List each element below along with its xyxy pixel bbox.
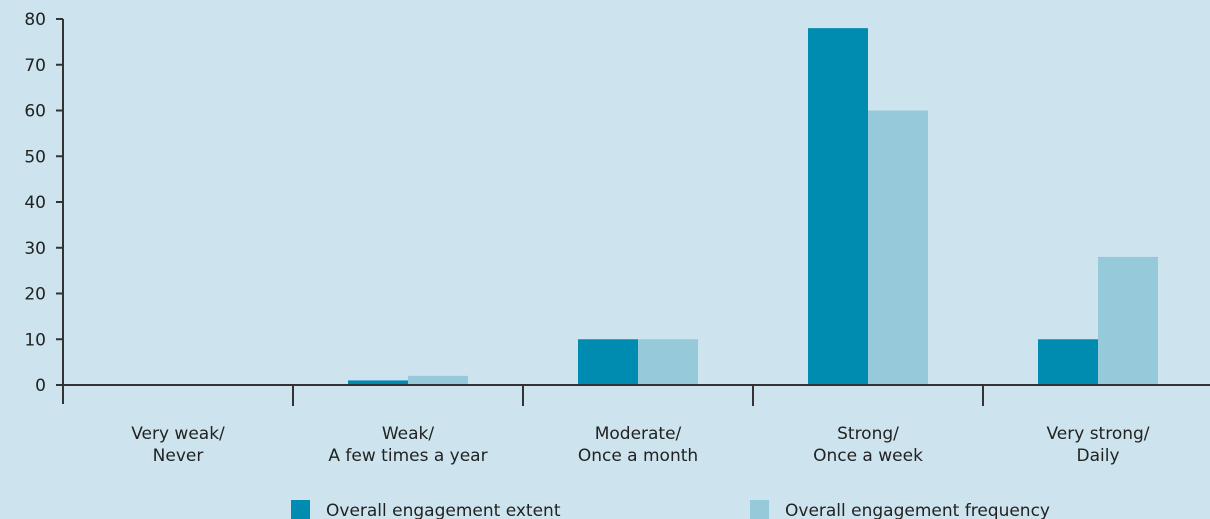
x-category-label: A few times a year (328, 446, 487, 466)
y-tick-label: 60 (24, 102, 46, 122)
y-tick-label: 10 (24, 330, 46, 350)
x-category-label: Weak/ (382, 424, 435, 444)
bar-extent (348, 380, 408, 385)
y-tick-label: 40 (24, 193, 46, 213)
x-category-label: Very strong/ (1046, 424, 1149, 444)
x-category-label: Once a month (578, 446, 698, 466)
bar-extent (578, 339, 638, 385)
x-category-label: Strong/ (837, 424, 899, 444)
legend-label: Overall engagement frequency (785, 501, 1050, 519)
legend-swatch (291, 500, 310, 519)
bars (348, 28, 1158, 386)
bar-extent (1038, 339, 1098, 385)
x-category-label: Once a week (813, 446, 923, 466)
y-tick-label: 80 (24, 10, 46, 30)
x-axis: Very weak/Never Weak/A few times a year Mo… (56, 384, 1210, 466)
legend-label: Overall engagement extent (326, 501, 561, 519)
bar-extent (808, 28, 868, 386)
x-category-label: Never (153, 446, 204, 466)
y-tick-label: 0 (35, 376, 46, 396)
x-category-label: Very weak/ (131, 424, 225, 444)
bar-frequency (1098, 256, 1158, 385)
y-tick-label: 20 (24, 285, 46, 305)
y-tick-label: 70 (24, 56, 46, 76)
legend: Overall engagement extent Overall engagem… (291, 500, 1050, 519)
bar-frequency (638, 339, 698, 385)
bar-frequency (868, 110, 928, 385)
y-tick-label: 30 (24, 239, 46, 259)
y-tick-label: 50 (24, 147, 46, 167)
y-axis: 0 10 20 30 40 50 60 70 80 (24, 10, 64, 404)
legend-swatch (750, 500, 769, 519)
x-category-label: Daily (1076, 446, 1119, 466)
bar-frequency (408, 375, 468, 385)
x-category-label: Moderate/ (595, 424, 682, 444)
